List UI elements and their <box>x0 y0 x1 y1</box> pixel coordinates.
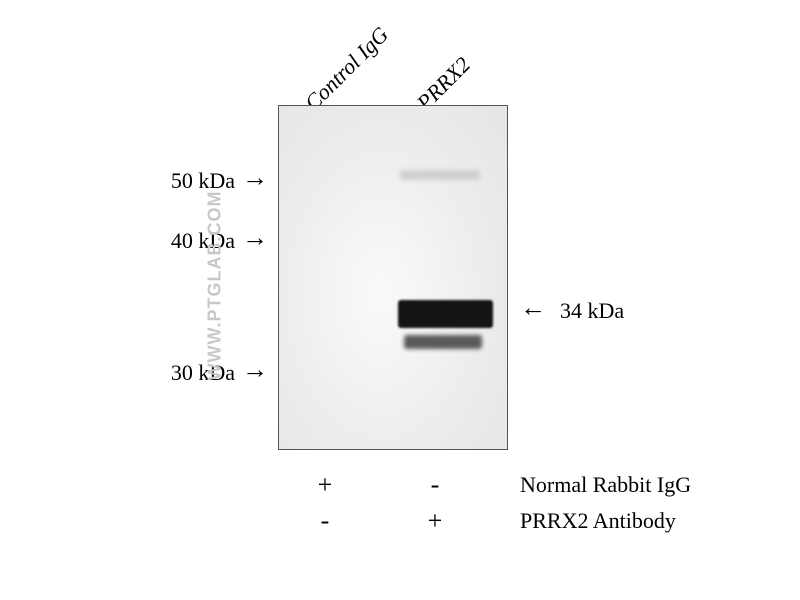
matrix-row1-col1: + <box>310 470 340 500</box>
marker-34kda: 34 kDa <box>560 298 624 324</box>
watermark-text: WWW.PTGLAB.COM <box>204 191 225 381</box>
arrow-icon: → <box>242 225 268 251</box>
band-faint-upper <box>400 170 480 180</box>
label-normal-igg: Normal Rabbit IgG <box>520 472 691 498</box>
figure-wrapper: Control IgG PRRX2 50 kDa → 40 kDa → 30 k… <box>0 0 800 600</box>
arrow-icon: ← <box>520 295 546 321</box>
band-lower <box>404 335 482 349</box>
matrix-row1-col2: - <box>420 470 450 500</box>
matrix-row2-col2: + <box>420 506 450 536</box>
blot-membrane <box>278 105 508 450</box>
arrow-icon: → <box>242 357 268 383</box>
arrow-icon: → <box>242 165 268 191</box>
lane-label-control: Control IgG <box>300 22 394 116</box>
band-main <box>398 300 493 328</box>
label-prrx2-antibody: PRRX2 Antibody <box>520 508 676 534</box>
matrix-row2-col1: - <box>310 506 340 536</box>
